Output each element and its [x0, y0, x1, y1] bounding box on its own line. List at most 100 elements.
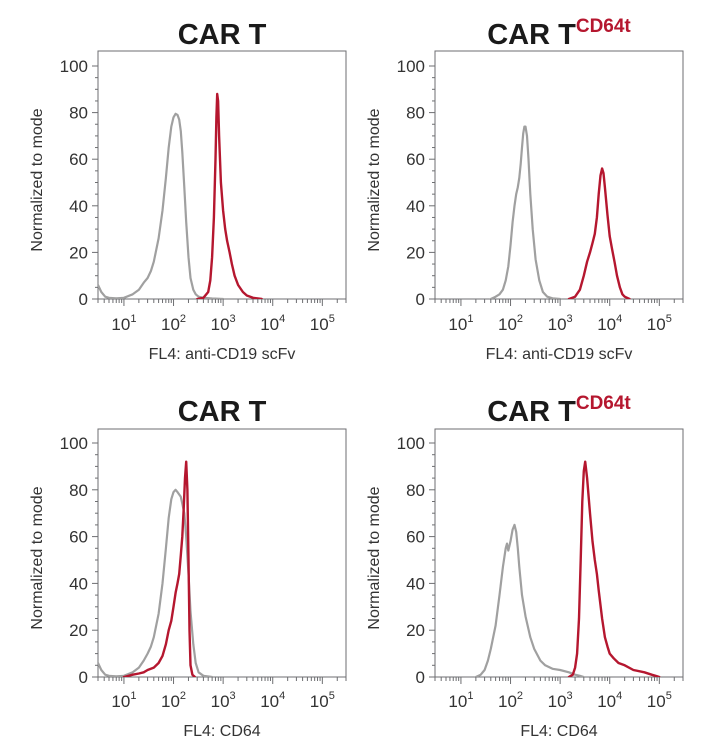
y-axis-label: Normalized to mode [29, 486, 46, 629]
x-tick-base: 10 [597, 315, 616, 334]
y-tick-label: 0 [79, 668, 88, 687]
x-tick-label: 103 [211, 690, 236, 711]
x-tick-base: 10 [111, 315, 130, 334]
chart-title: CAR T [178, 19, 267, 51]
plot-frame [97, 50, 347, 300]
x-tick-label: 105 [647, 690, 672, 711]
y-tick-label: 0 [416, 290, 425, 309]
y-axis-label: Normalized to mode [29, 108, 46, 251]
chart-title-superscript: CD64t [576, 393, 632, 414]
x-tick-base: 10 [498, 315, 517, 334]
x-tick-base: 10 [161, 692, 180, 711]
x-tick-exponent: 2 [517, 690, 523, 702]
series-line-car-t [567, 460, 661, 677]
y-tick-label: 40 [69, 574, 88, 593]
x-tick-base: 10 [260, 315, 279, 334]
series-line-control [98, 112, 225, 299]
x-tick-base: 10 [498, 692, 517, 711]
chart-title: CAR T [178, 396, 267, 428]
x-tick-label: 102 [498, 690, 523, 711]
series-line-control [489, 125, 562, 299]
x-tick-exponent: 1 [130, 690, 136, 702]
y-tick-label: 60 [406, 150, 425, 169]
y-tick-label: 60 [406, 528, 425, 547]
y-tick-label: 40 [406, 197, 425, 216]
x-tick-exponent: 1 [467, 690, 473, 702]
x-tick-base: 10 [597, 692, 616, 711]
chart-title-main: CAR T [487, 19, 576, 51]
chart-title: CAR TCD64t [487, 16, 631, 51]
x-tick-base: 10 [310, 692, 329, 711]
plot-frame [434, 428, 684, 678]
x-tick-base: 10 [548, 692, 567, 711]
plot-frame [434, 50, 684, 300]
x-tick-label: 103 [211, 313, 236, 334]
x-tick-label: 105 [310, 690, 335, 711]
y-tick-label: 20 [69, 243, 88, 262]
x-tick-base: 10 [448, 692, 467, 711]
x-tick-label: 102 [498, 313, 523, 334]
chart-title-superscript: CD64t [576, 16, 632, 37]
x-tick-exponent: 5 [666, 313, 672, 325]
chart-title-main: CAR T [178, 396, 267, 428]
y-tick-label: 60 [69, 150, 88, 169]
x-tick-exponent: 2 [180, 690, 186, 702]
y-tick-label: 100 [397, 57, 425, 76]
y-tick-label: 20 [406, 243, 425, 262]
series-line-car-t [567, 167, 631, 299]
x-tick-exponent: 4 [616, 690, 622, 702]
y-tick-label: 80 [406, 481, 425, 500]
series-line-car-t [122, 460, 197, 677]
chart-title-main: CAR T [178, 19, 267, 51]
x-tick-label: 105 [310, 313, 335, 334]
y-tick-label: 0 [79, 290, 88, 309]
y-tick-label: 100 [60, 57, 88, 76]
chart-title: CAR TCD64t [487, 393, 631, 428]
y-tick-label: 80 [69, 481, 88, 500]
x-tick-label: 104 [597, 313, 622, 334]
x-tick-base: 10 [161, 315, 180, 334]
x-axis-label: FL4: anti-CD19 scFv [149, 346, 296, 363]
x-tick-base: 10 [310, 315, 329, 334]
x-tick-exponent: 3 [567, 313, 573, 325]
x-tick-exponent: 5 [329, 690, 335, 702]
plot-frame [97, 428, 347, 678]
x-tick-exponent: 2 [180, 313, 186, 325]
x-tick-base: 10 [211, 315, 230, 334]
chart-title-main: CAR T [487, 396, 576, 428]
y-tick-label: 40 [406, 574, 425, 593]
x-tick-label: 104 [597, 690, 622, 711]
x-tick-exponent: 4 [616, 313, 622, 325]
y-tick-label: 60 [69, 528, 88, 547]
x-tick-base: 10 [548, 315, 567, 334]
x-tick-base: 10 [211, 692, 230, 711]
x-tick-base: 10 [111, 692, 130, 711]
x-tick-exponent: 2 [517, 313, 523, 325]
y-tick-label: 20 [69, 621, 88, 640]
y-tick-label: 80 [69, 104, 88, 123]
x-tick-base: 10 [260, 692, 279, 711]
y-tick-label: 0 [416, 668, 425, 687]
x-tick-exponent: 4 [279, 313, 285, 325]
x-tick-exponent: 3 [230, 313, 236, 325]
x-tick-exponent: 4 [279, 690, 285, 702]
x-tick-exponent: 1 [130, 313, 136, 325]
y-axis-label: Normalized to mode [366, 108, 383, 251]
x-tick-label: 101 [448, 690, 473, 711]
x-tick-base: 10 [647, 692, 666, 711]
x-tick-exponent: 3 [230, 690, 236, 702]
series-line-car-t [195, 92, 263, 299]
y-tick-label: 20 [406, 621, 425, 640]
x-tick-label: 101 [448, 313, 473, 334]
x-tick-label: 102 [161, 690, 186, 711]
x-tick-label: 104 [260, 313, 285, 334]
x-tick-base: 10 [647, 315, 666, 334]
x-tick-exponent: 5 [666, 690, 672, 702]
x-axis-label: FL4: CD64 [183, 723, 260, 740]
x-axis-label: FL4: anti-CD19 scFv [486, 346, 633, 363]
